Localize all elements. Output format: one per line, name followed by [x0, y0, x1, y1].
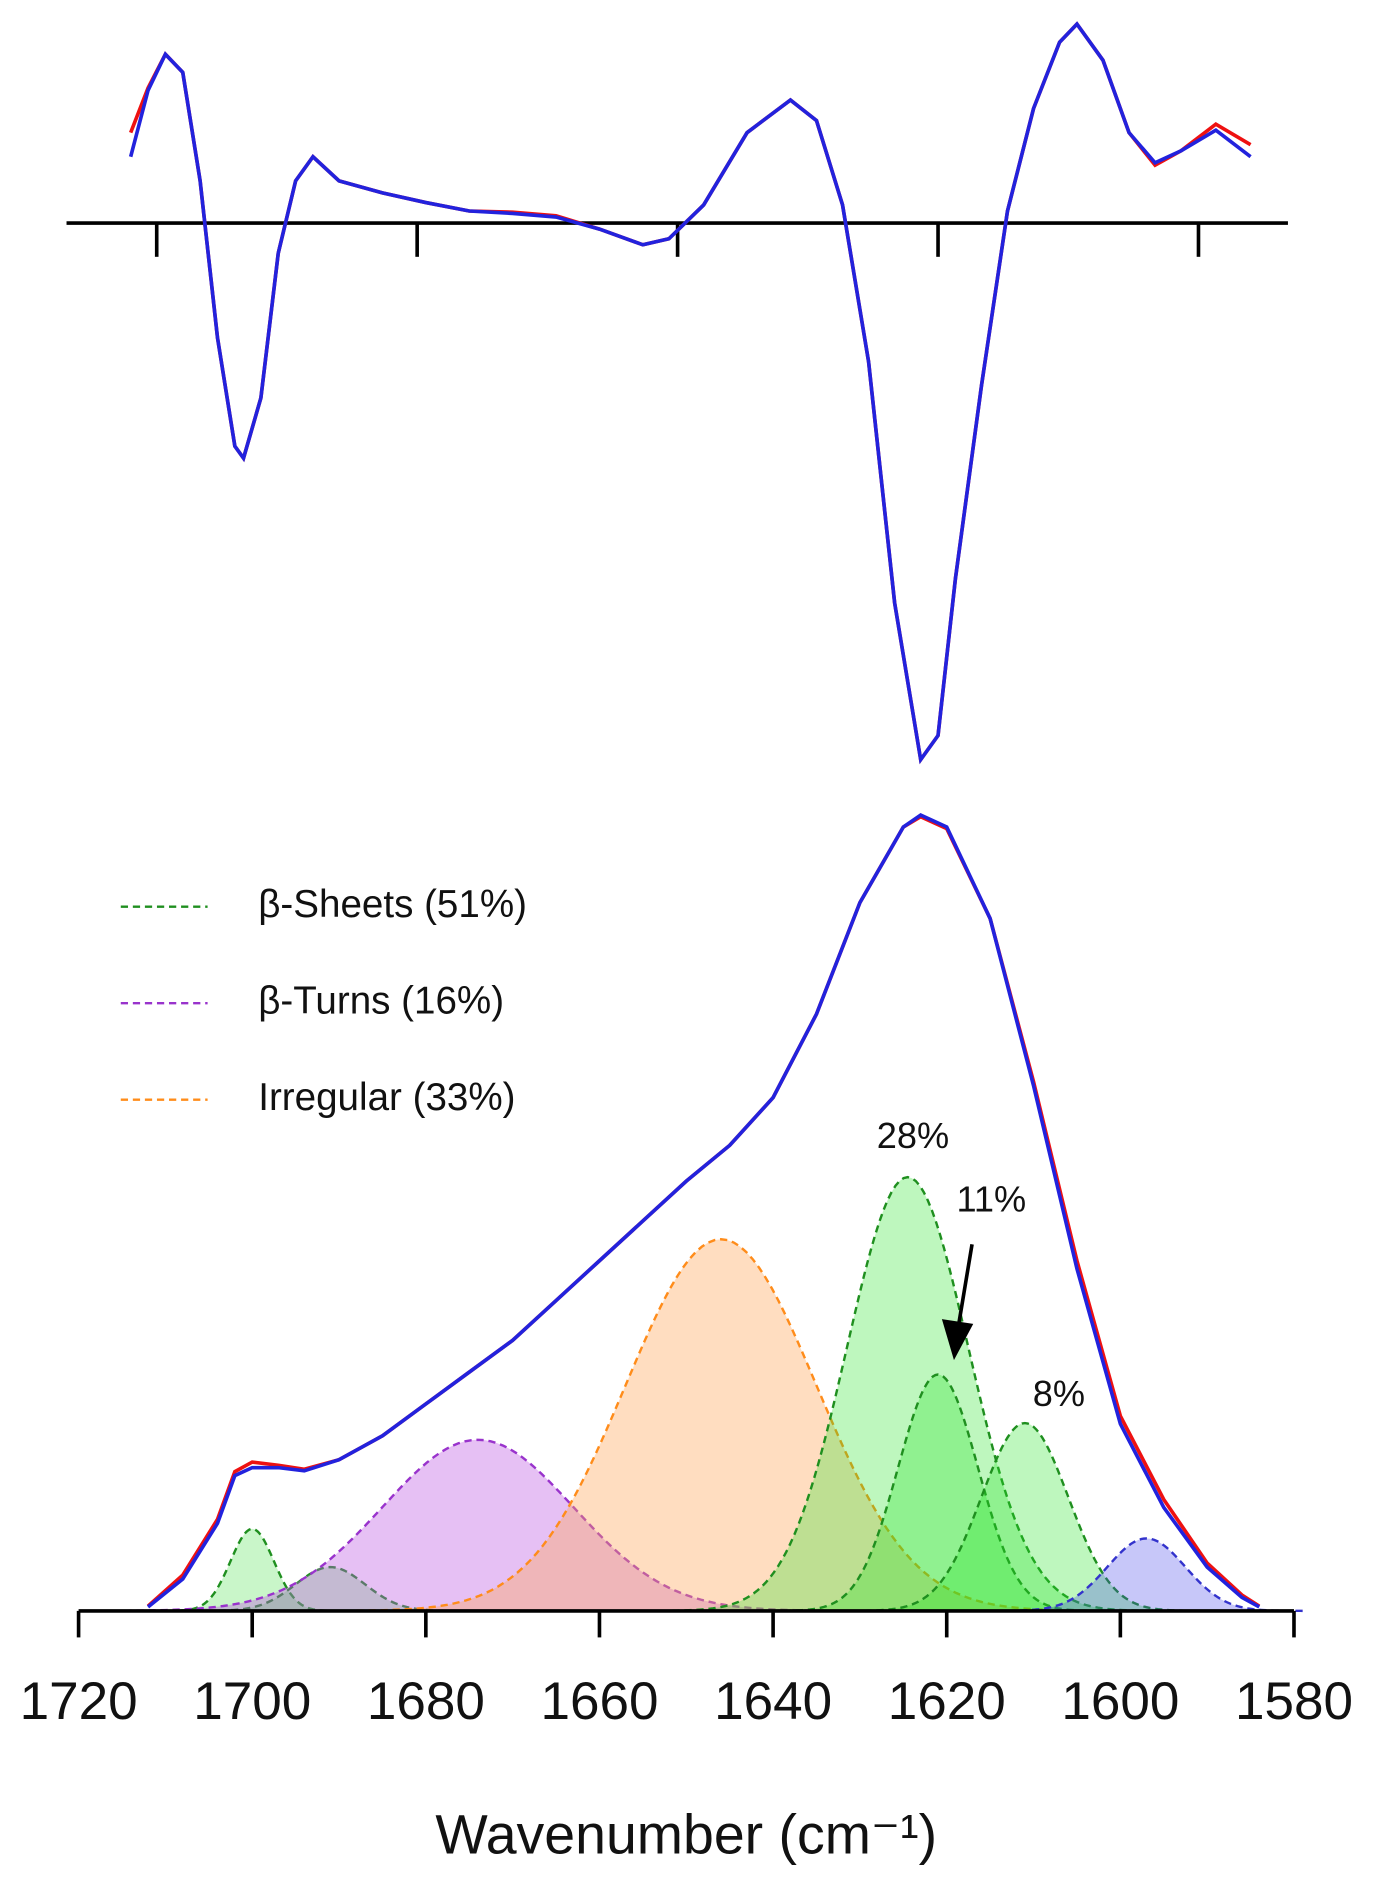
x-tick-label: 1580 [1235, 1672, 1353, 1731]
component-area [664, 1177, 1151, 1611]
component-area [95, 1439, 860, 1611]
component-line [95, 1438, 860, 1613]
component-line [851, 1421, 1199, 1613]
x-tick-label: 1720 [20, 1672, 138, 1731]
component-area [778, 1374, 1098, 1611]
x-axis-title: Wavenumber (cm⁻¹) [435, 1803, 937, 1865]
annotation-arrow [956, 1244, 974, 1325]
component-line [778, 1373, 1098, 1613]
component-area [165, 1528, 340, 1611]
x-tick-label: 1700 [193, 1672, 311, 1731]
component-line [664, 1175, 1151, 1612]
series-line [128, 21, 1252, 765]
x-tick-label: 1640 [714, 1672, 832, 1731]
annotation: 8% [1033, 1373, 1085, 1414]
x-tick-label: 1680 [367, 1672, 485, 1731]
x-tick-label: 1600 [1061, 1672, 1179, 1731]
component-area [990, 1538, 1303, 1611]
annotation: 28% [877, 1115, 949, 1156]
x-tick-label: 1620 [888, 1672, 1006, 1731]
component-area [339, 1239, 1103, 1611]
annotation-arrowhead [941, 1319, 974, 1361]
component-area [191, 1567, 470, 1611]
series-line [146, 813, 1261, 1609]
series-line [128, 21, 1252, 765]
component-area [851, 1423, 1199, 1611]
legend-label: β-Sheets (51%) [258, 883, 527, 926]
legend-label: β-Turns (16%) [258, 979, 504, 1022]
annotation: 11% [956, 1179, 1026, 1220]
component-line [339, 1238, 1103, 1612]
component-line [990, 1537, 1303, 1613]
x-tick-label: 1660 [540, 1672, 658, 1731]
component-line [165, 1527, 340, 1613]
legend-label: Irregular (33%) [258, 1076, 515, 1119]
